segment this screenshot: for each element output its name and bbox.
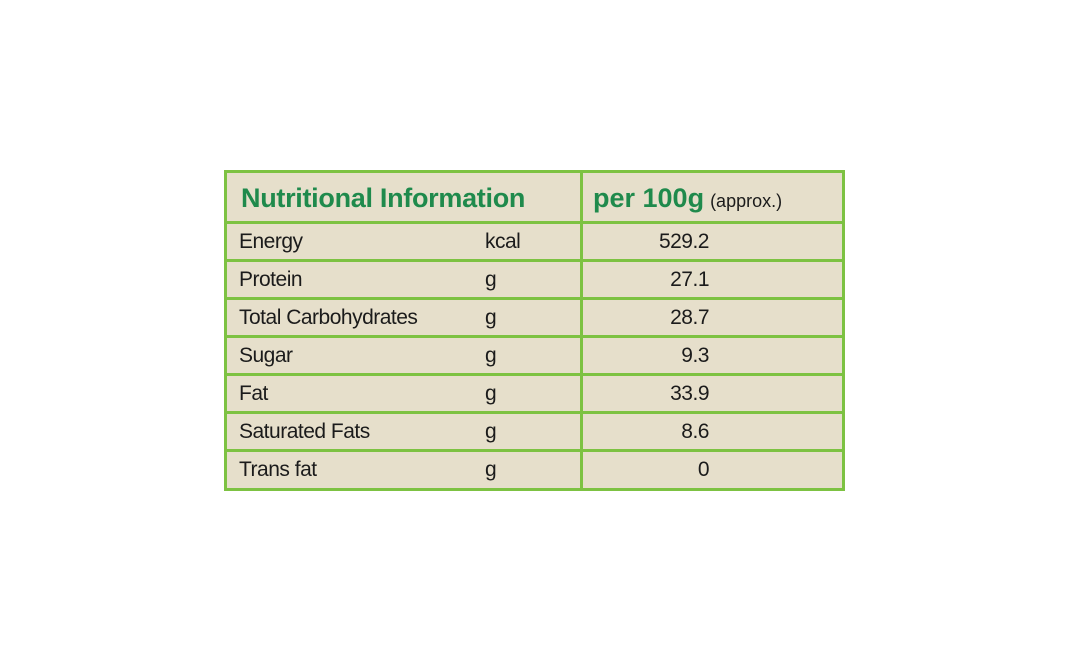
nutrient-name: Total Carbohydrates: [239, 306, 418, 329]
per-heading: per 100g (approx.): [593, 173, 782, 226]
amount: 8.6: [681, 420, 709, 443]
amount: 33.9: [670, 382, 709, 405]
nutrition-table: Nutritional Information per 100g (approx.…: [224, 170, 845, 491]
unit: g: [485, 420, 497, 443]
amount: 28.7: [670, 306, 709, 329]
table-row: Total Carbohydrates g 28.7: [227, 300, 842, 338]
table-row: Saturated Fats g 8.6: [227, 414, 842, 452]
nutrient-name: Trans fat: [239, 458, 317, 481]
unit: g: [485, 306, 497, 329]
unit: g: [485, 268, 497, 291]
unit: g: [485, 458, 497, 481]
column-divider: [580, 173, 583, 488]
nutrient-name: Energy: [239, 230, 303, 253]
unit: g: [485, 344, 497, 367]
amount: 529.2: [658, 230, 710, 253]
table-row: Protein g 27.1: [227, 262, 842, 300]
nutrient-name: Fat: [239, 382, 268, 405]
table-title: Nutritional Information: [241, 183, 526, 213]
header-row: Nutritional Information per 100g (approx.…: [227, 173, 842, 224]
nutrient-name: Sugar: [239, 344, 293, 367]
nutrient-name: Protein: [239, 268, 303, 291]
amount: 9.3: [681, 344, 709, 367]
approx-note: (approx.): [710, 191, 783, 211]
table-row: Trans fat g 0: [227, 452, 842, 490]
nutrient-name: Saturated Fats: [239, 420, 370, 443]
table-row: Energy kcal 529.2: [227, 224, 842, 262]
unit: g: [485, 382, 497, 405]
amount: 27.1: [670, 268, 709, 291]
unit: kcal: [485, 230, 521, 253]
amount: 0: [697, 458, 710, 481]
table-row: Fat g 33.9: [227, 376, 842, 414]
per-label: per 100g: [593, 183, 705, 213]
table-row: Sugar g 9.3: [227, 338, 842, 376]
